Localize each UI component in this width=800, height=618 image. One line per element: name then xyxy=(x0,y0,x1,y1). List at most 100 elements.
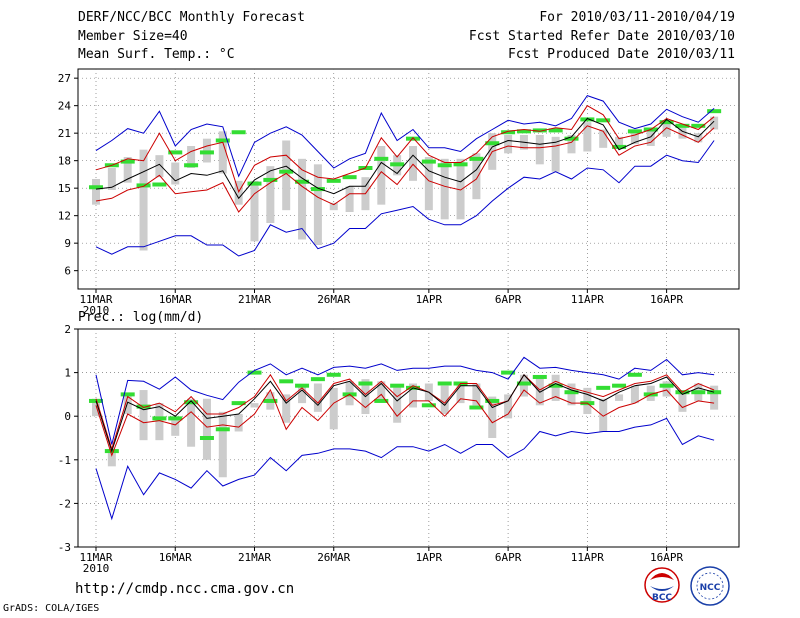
min-line xyxy=(95,417,715,521)
iqr-box xyxy=(234,414,243,432)
iqr-box xyxy=(123,157,132,183)
median-marker xyxy=(548,383,563,388)
ensemble-mean-line xyxy=(95,373,715,453)
iqr-box xyxy=(519,374,528,397)
iqr-box xyxy=(171,162,180,185)
iqr-box xyxy=(456,158,465,220)
median-marker xyxy=(469,156,484,161)
median-marker xyxy=(215,138,230,143)
iqr-box xyxy=(440,385,449,415)
ncc-logo: NCC xyxy=(690,566,730,606)
median-marker xyxy=(516,129,531,134)
max-line xyxy=(95,356,715,445)
y-tick-label: 9 xyxy=(64,237,71,250)
ncc-logo-ring xyxy=(690,566,730,606)
y-tick-label: -2 xyxy=(58,497,71,510)
x-tick-label: 11MAR xyxy=(79,293,112,306)
iqr-box xyxy=(630,129,639,145)
median-marker xyxy=(691,123,706,128)
median-marker xyxy=(152,182,167,187)
median-marker xyxy=(247,181,262,186)
x-tick-label: 11APR xyxy=(571,551,604,564)
iqr-box xyxy=(583,122,592,152)
iqr-box xyxy=(187,398,196,447)
median-marker xyxy=(485,398,500,403)
x-tick-label: 16MAR xyxy=(159,551,192,564)
bcc-logo-text: BCC xyxy=(652,593,672,603)
iqr-box xyxy=(678,127,687,139)
iqr-box xyxy=(123,394,132,415)
iqr-box xyxy=(710,385,719,410)
iqr-box xyxy=(155,155,164,178)
started-refer-date: Fcst Started Refer Date 2010/03/10 xyxy=(468,29,735,44)
ensemble-mean-line xyxy=(95,117,715,200)
iqr-box xyxy=(567,383,576,406)
median-marker xyxy=(659,120,674,125)
x-tick-year: 2010 xyxy=(83,562,110,575)
median-marker xyxy=(596,118,611,123)
median-marker xyxy=(152,416,167,421)
iqr-box xyxy=(504,135,513,154)
median-marker xyxy=(263,177,278,182)
median-marker xyxy=(89,185,103,190)
iqr-box xyxy=(710,116,719,130)
median-marker xyxy=(310,377,325,382)
median-marker xyxy=(215,427,230,432)
median-marker xyxy=(627,372,642,377)
iqr-box xyxy=(678,390,687,412)
x-tick-label: 26MAR xyxy=(317,293,350,306)
footer-url[interactable]: http://cmdp.ncc.cma.gov.cn xyxy=(75,581,295,597)
iqr-box xyxy=(409,146,417,181)
forecast-period: For 2010/03/11-2010/04/19 xyxy=(539,10,735,25)
iqr-box xyxy=(393,385,402,423)
median-marker xyxy=(501,130,516,135)
median-marker xyxy=(612,144,627,149)
lower-spread-line xyxy=(95,125,715,213)
median-marker xyxy=(612,383,627,388)
x-tick-label: 21MAR xyxy=(238,293,271,306)
iqr-box xyxy=(250,403,259,408)
iqr-box xyxy=(551,136,560,172)
produced-date: Fcst Produced Date 2010/03/11 xyxy=(508,47,735,62)
median-marker xyxy=(532,374,547,379)
chart-title: DERF/NCC/BCC Monthly Forecast xyxy=(78,10,305,25)
median-marker xyxy=(437,381,452,386)
iqr-box xyxy=(409,383,417,408)
median-marker xyxy=(247,370,262,375)
iqr-box xyxy=(313,164,322,245)
iqr-box xyxy=(250,180,259,242)
median-marker xyxy=(168,416,183,421)
median-marker xyxy=(184,400,199,405)
median-marker xyxy=(532,128,547,133)
median-marker xyxy=(390,162,405,167)
iqr-box xyxy=(551,374,560,401)
iqr-box xyxy=(329,202,338,211)
iqr-box xyxy=(456,383,465,404)
plot-frame xyxy=(77,68,740,290)
iqr-box xyxy=(646,131,655,146)
upper-spread-line xyxy=(95,105,715,194)
median-marker xyxy=(279,379,294,384)
iqr-box xyxy=(377,381,386,401)
median-marker xyxy=(390,383,405,388)
iqr-box xyxy=(377,146,386,205)
median-marker xyxy=(659,383,674,388)
iqr-box xyxy=(694,133,703,143)
iqr-box xyxy=(440,158,449,220)
median-marker xyxy=(231,130,246,135)
x-tick-label: 11MAR xyxy=(79,551,112,564)
iqr-box xyxy=(662,381,671,397)
y-tick-label: 27 xyxy=(58,72,71,85)
iqr-box xyxy=(202,398,211,460)
iqr-box xyxy=(472,383,481,406)
x-tick-label: 16APR xyxy=(650,551,683,564)
median-marker xyxy=(707,390,722,395)
x-tick-label: 11APR xyxy=(571,293,604,306)
ncc-logo-globe xyxy=(696,572,724,600)
iqr-box xyxy=(535,135,544,165)
iqr-box xyxy=(424,157,433,211)
y-tick-label: 12 xyxy=(58,210,71,223)
median-marker xyxy=(374,156,389,161)
iqr-box xyxy=(630,385,639,404)
